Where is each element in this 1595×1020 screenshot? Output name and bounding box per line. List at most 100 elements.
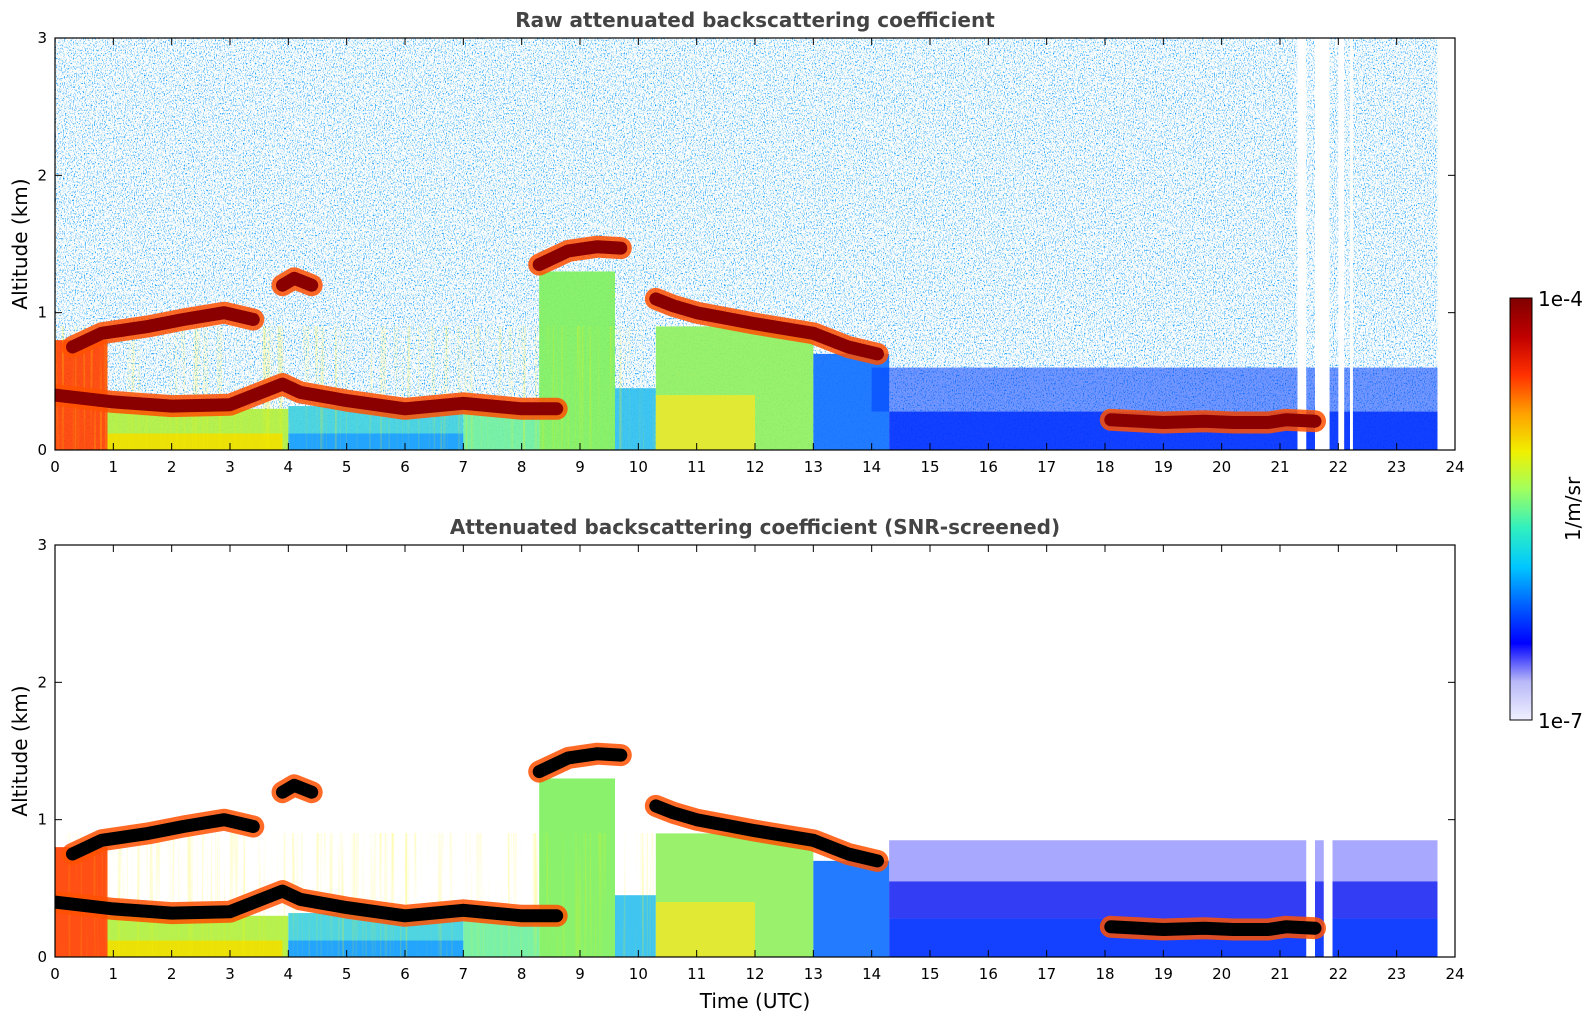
top-xtick-label-9: 9 <box>575 458 585 476</box>
top-heatmap <box>55 38 1455 450</box>
bottom-ytick-label-1: 1 <box>37 811 47 829</box>
top-cloud-layers <box>55 235 1326 434</box>
top-data-gap-1 <box>1315 38 1330 450</box>
colorbar-min-label: 1e-7 <box>1538 709 1583 733</box>
top-panel-title: Raw attenuated backscattering coefficien… <box>515 8 995 32</box>
bottom-xtick-label-9: 9 <box>575 965 585 983</box>
bottom-xtick-label-13: 13 <box>804 965 823 983</box>
bottom-xtick-label-19: 19 <box>1154 965 1173 983</box>
top-xtick-label-5: 5 <box>342 458 352 476</box>
top-ytick-label-3: 3 <box>37 29 47 47</box>
bottom-xtick-label-20: 20 <box>1212 965 1231 983</box>
top-y-axis: 0 1 2 3 <box>37 29 1455 459</box>
bottom-xtick-label-24: 24 <box>1445 965 1464 983</box>
bottom-xtick-label-14: 14 <box>862 965 881 983</box>
bottom-xtick-label-21: 21 <box>1270 965 1289 983</box>
top-layer-boundary-layer-top <box>55 377 564 416</box>
top-xtick-label-10: 10 <box>629 458 648 476</box>
bottom-xtick-label-18: 18 <box>1095 965 1114 983</box>
bottom-xtick-label-15: 15 <box>920 965 939 983</box>
bottom-layer-stratocumulus-cells <box>66 813 260 861</box>
top-xtick-label-16: 16 <box>979 458 998 476</box>
top-ytick-label-1: 1 <box>37 304 47 322</box>
bottom-heatmap <box>55 545 1455 957</box>
bottom-data-gap-0 <box>1306 545 1315 957</box>
bottom-panel: Attenuated backscattering coefficient (S… <box>8 515 1465 1013</box>
top-xtick-label-14: 14 <box>862 458 881 476</box>
bottom-xtick-label-6: 6 <box>400 965 410 983</box>
bottom-xtick-label-17: 17 <box>1037 965 1056 983</box>
bottom-aerosol-field-10 <box>813 860 890 957</box>
bottom-ytick-label-0: 0 <box>37 948 47 966</box>
colorbar-unit-label: 1/m/sr <box>1561 476 1585 541</box>
bottom-xtick-label-16: 16 <box>979 965 998 983</box>
top-layer-stratocumulus-cells <box>66 306 260 354</box>
top-xtick-label-19: 19 <box>1154 458 1173 476</box>
bottom-x-axis: 0 1 2 3 4 5 6 7 8 9 10 11 12 13 14 15 16 17 18 19 20 21 22 23 24 <box>50 545 1465 983</box>
top-data-gap-0 <box>1297 38 1307 450</box>
bottom-panel-title: Attenuated backscattering coefficient (S… <box>450 515 1060 539</box>
bottom-xtick-label-2: 2 <box>167 965 177 983</box>
top-xtick-label-1: 1 <box>109 458 119 476</box>
top-xtick-label-11: 11 <box>687 458 706 476</box>
bottom-xtick-label-7: 7 <box>459 965 469 983</box>
top-xtick-label-13: 13 <box>804 458 823 476</box>
top-xtick-label-20: 20 <box>1212 458 1231 476</box>
colorbar-gradient <box>1509 297 1533 721</box>
top-xtick-label-22: 22 <box>1329 458 1348 476</box>
top-data-gap-3 <box>1350 38 1353 450</box>
bottom-ytick-label-3: 3 <box>37 536 47 554</box>
top-xtick-label-6: 6 <box>400 458 410 476</box>
bottom-xtick-label-23: 23 <box>1387 965 1406 983</box>
top-layer-elevated-layer-4h <box>276 271 319 292</box>
top-xtick-label-7: 7 <box>459 458 469 476</box>
bottom-xtick-label-0: 0 <box>50 965 60 983</box>
top-data-gap-2 <box>1338 38 1345 450</box>
top-xtick-label-4: 4 <box>284 458 294 476</box>
top-noise-green <box>330 38 1030 298</box>
bottom-fields <box>55 545 1455 957</box>
bottom-xtick-label-10: 10 <box>629 965 648 983</box>
top-xtick-label-24: 24 <box>1445 458 1464 476</box>
bottom-aerosol-field-9 <box>655 902 755 957</box>
colorbar: 1e-4 1e-7 1/m/sr <box>1509 287 1585 733</box>
bottom-streaks <box>55 833 656 957</box>
top-xtick-label-0: 0 <box>50 458 60 476</box>
top-layer-elevated-layer-9h <box>532 240 628 272</box>
bottom-y-label: Altitude (km) <box>8 685 32 816</box>
top-x-axis: 0 1 2 3 4 5 6 7 8 9 10 11 12 13 14 15 16 17 18 19 20 21 22 23 24 <box>50 38 1465 476</box>
bottom-xtick-label-3: 3 <box>225 965 235 983</box>
top-xtick-label-17: 17 <box>1037 458 1056 476</box>
bottom-haze-mid <box>889 881 1438 919</box>
top-layer-nocturnal-layer <box>1104 413 1322 429</box>
top-ytick-label-2: 2 <box>37 166 47 184</box>
top-xtick-label-12: 12 <box>745 458 764 476</box>
bottom-data-gap-1 <box>1323 545 1333 957</box>
bottom-xtick-label-8: 8 <box>517 965 527 983</box>
top-aerosol-field-9 <box>655 395 755 450</box>
top-xtick-label-3: 3 <box>225 458 235 476</box>
top-layer-elevated-layer-11-14h <box>649 292 884 361</box>
bottom-layer-boundary-layer-top <box>55 884 564 923</box>
x-axis-label: Time (UTC) <box>699 989 811 1013</box>
bottom-ytick-label-2: 2 <box>37 673 47 691</box>
bottom-xtick-label-22: 22 <box>1329 965 1348 983</box>
bottom-y-axis: 0 1 2 3 <box>37 536 1455 966</box>
bottom-xtick-label-1: 1 <box>109 965 119 983</box>
bottom-xtick-label-5: 5 <box>342 965 352 983</box>
bottom-xtick-label-12: 12 <box>745 965 764 983</box>
top-xtick-label-21: 21 <box>1270 458 1289 476</box>
bottom-xtick-label-4: 4 <box>284 965 294 983</box>
bottom-layer-nocturnal-layer <box>1104 920 1322 936</box>
top-xtick-label-15: 15 <box>920 458 939 476</box>
top-panel: Raw attenuated backscattering coefficien… <box>8 8 1465 476</box>
bottom-no-data-end <box>1437 545 1455 957</box>
top-streaks <box>55 326 656 450</box>
top-xtick-label-18: 18 <box>1095 458 1114 476</box>
top-no-data-end <box>1437 38 1455 450</box>
bottom-xtick-label-11: 11 <box>687 965 706 983</box>
bottom-cloud-layers <box>55 742 1326 941</box>
bottom-layer-elevated-layer-9h <box>532 747 628 779</box>
colorbar-max-label: 1e-4 <box>1538 287 1583 311</box>
